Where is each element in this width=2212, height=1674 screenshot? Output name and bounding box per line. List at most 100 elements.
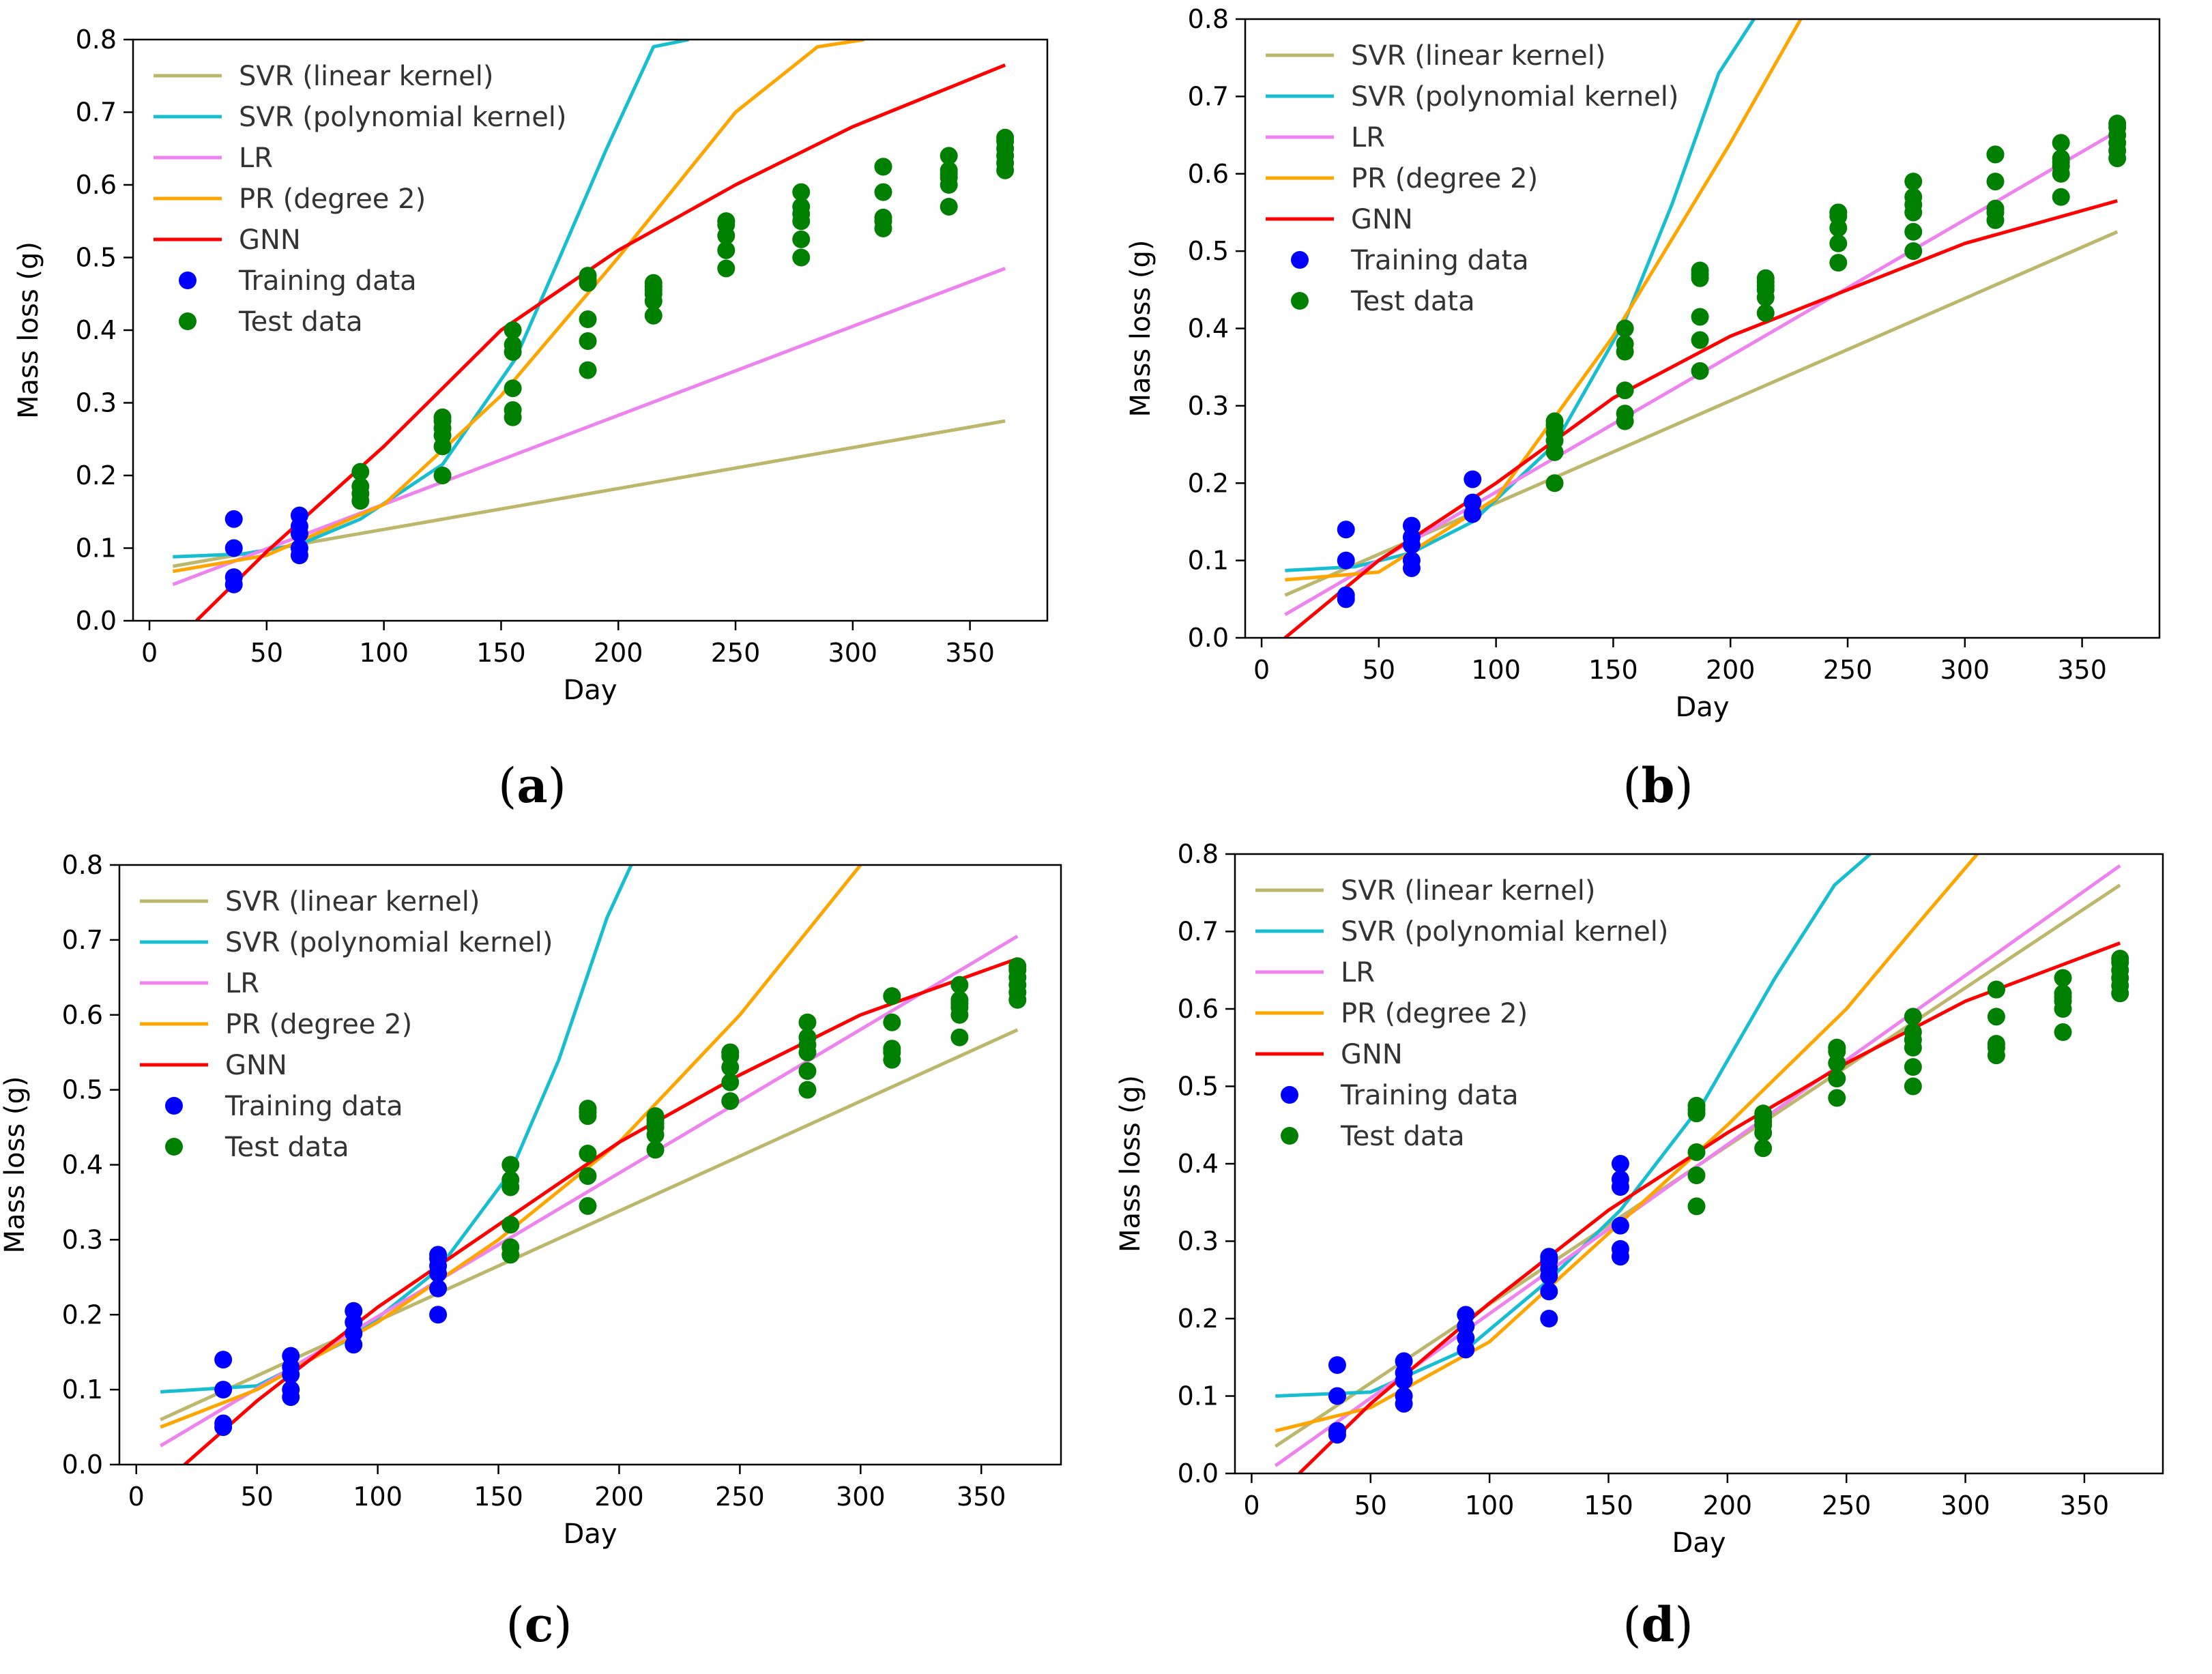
y-tick-label: 0.5 [1178, 1072, 1219, 1102]
legend-entry: GNN [225, 1050, 287, 1081]
training-data-point [290, 506, 308, 525]
legend-entry: Training data [1340, 1080, 1519, 1111]
panel-label-open: ( [506, 1597, 525, 1653]
y-tick-label: 0.2 [62, 1299, 103, 1330]
test-data-point [1904, 1077, 1922, 1096]
y-axis-label: Mass loss (g) [0, 1076, 31, 1254]
test-data-point [2052, 149, 2070, 168]
test-data-point [721, 1092, 740, 1111]
panel-label-d: (d) [1556, 1596, 1760, 1653]
test-data-point [2052, 188, 2070, 206]
training-data-point [1328, 1387, 1346, 1405]
x-tick-label: 300 [1940, 655, 1990, 685]
test-data-point [644, 306, 663, 325]
test-data-point [792, 230, 811, 248]
test-data-point [950, 975, 969, 994]
training-data-point [1395, 1352, 1413, 1370]
test-data-point [1986, 145, 2005, 164]
panel-label-letter: b [1641, 757, 1675, 814]
legend: SVR (linear kernel) SVR (polynomial kerne… [140, 886, 553, 1163]
x-tick-label: 350 [957, 1482, 1006, 1512]
x-tick-label: 200 [1706, 655, 1756, 685]
series-line-svr-linear-kernel [172, 419, 1006, 568]
test-data-point [1904, 222, 1923, 241]
y-tick-label: 0.3 [62, 1224, 103, 1254]
legend-entry: Test data [1350, 286, 1475, 317]
training-data-point [1402, 551, 1421, 570]
legend-entry: Training data [1350, 245, 1529, 276]
legend-marker [1291, 251, 1309, 269]
x-tick-label: 200 [594, 638, 643, 668]
legend-entry: LR [1351, 122, 1385, 153]
y-tick-label: 0.1 [1178, 1381, 1219, 1411]
legend-entry: PR (degree 2) [225, 1009, 412, 1040]
training-data-point [1540, 1282, 1558, 1301]
plot-area [1283, 19, 2127, 638]
y-tick-label: 0.6 [62, 1000, 103, 1030]
test-data-point [940, 147, 958, 165]
legend-marker [165, 1138, 183, 1156]
y-axis-label: Mass loss (g) [1125, 240, 1156, 417]
test-data-point [351, 462, 370, 481]
x-tick-label: 350 [2057, 655, 2107, 685]
x-tick-label: 300 [1940, 1491, 1990, 1521]
test-data-point [883, 1013, 901, 1031]
legend-entry: SVR (polynomial kernel) [1351, 81, 1679, 113]
test-data-point [579, 361, 597, 379]
y-tick-label: 0.1 [76, 533, 117, 563]
legend-entry: SVR (polynomial kernel) [239, 102, 567, 133]
test-data-point [1008, 957, 1027, 975]
legend: SVR (linear kernel) SVR (polynomial kerne… [154, 61, 567, 338]
series-line-gnn [183, 956, 1019, 1465]
test-data-point [1904, 242, 1923, 261]
x-tick-label: 150 [476, 638, 526, 668]
x-tick-label: 100 [353, 1482, 403, 1512]
test-data-point [717, 259, 736, 278]
test-data-point [1691, 362, 1709, 380]
legend-entry: PR (degree 2) [1351, 163, 1538, 194]
training-data-point [1328, 1356, 1346, 1375]
test-data-point [874, 158, 892, 176]
legend-entry: LR [225, 968, 259, 999]
legend-entry: SVR (linear kernel) [239, 61, 494, 92]
x-axis-label: Day [1672, 1527, 1726, 1559]
legend-entry: GNN [1351, 204, 1413, 235]
x-axis-label: Day [564, 675, 617, 706]
legend-marker [165, 1097, 183, 1115]
test-data-point [433, 467, 452, 484]
test-data-point [1829, 234, 1848, 252]
training-data-point [214, 1381, 233, 1399]
training-data-point [1611, 1170, 1629, 1188]
test-data-point [1829, 254, 1848, 272]
test-data-point [721, 1073, 740, 1091]
test-data-point [501, 1171, 520, 1189]
y-tick-label: 0.3 [1188, 391, 1229, 421]
y-tick-label: 0.7 [1178, 917, 1219, 947]
panel-label-a: (a) [430, 757, 635, 814]
training-data-point [1402, 516, 1421, 535]
test-data-point [1904, 173, 1923, 191]
y-axis-label: Mass loss (g) [13, 241, 44, 419]
test-data-point [2054, 969, 2072, 987]
y-tick-label: 0.5 [1188, 236, 1229, 266]
x-tick-label: 200 [594, 1482, 644, 1512]
test-data-point [940, 197, 958, 216]
test-data-point [950, 1028, 969, 1046]
test-data-point [501, 1238, 520, 1257]
test-data-point [1754, 1139, 1773, 1158]
training-data-point [1611, 1155, 1629, 1173]
test-data-point [644, 274, 663, 292]
test-data-point [798, 1081, 817, 1099]
legend-entry: Test data [224, 1132, 349, 1163]
test-data-point [1687, 1096, 1706, 1115]
test-data-point [2108, 115, 2127, 133]
legend-entry: Test data [1340, 1121, 1465, 1152]
x-axis-label: Day [1676, 692, 1730, 723]
panel-label-close: ) [553, 1597, 572, 1653]
y-tick-label: 0.2 [1178, 1304, 1219, 1334]
training-data-point [214, 1414, 233, 1433]
test-data-point [717, 212, 736, 231]
test-data-point [1987, 1035, 2005, 1053]
training-data-point [282, 1381, 300, 1399]
